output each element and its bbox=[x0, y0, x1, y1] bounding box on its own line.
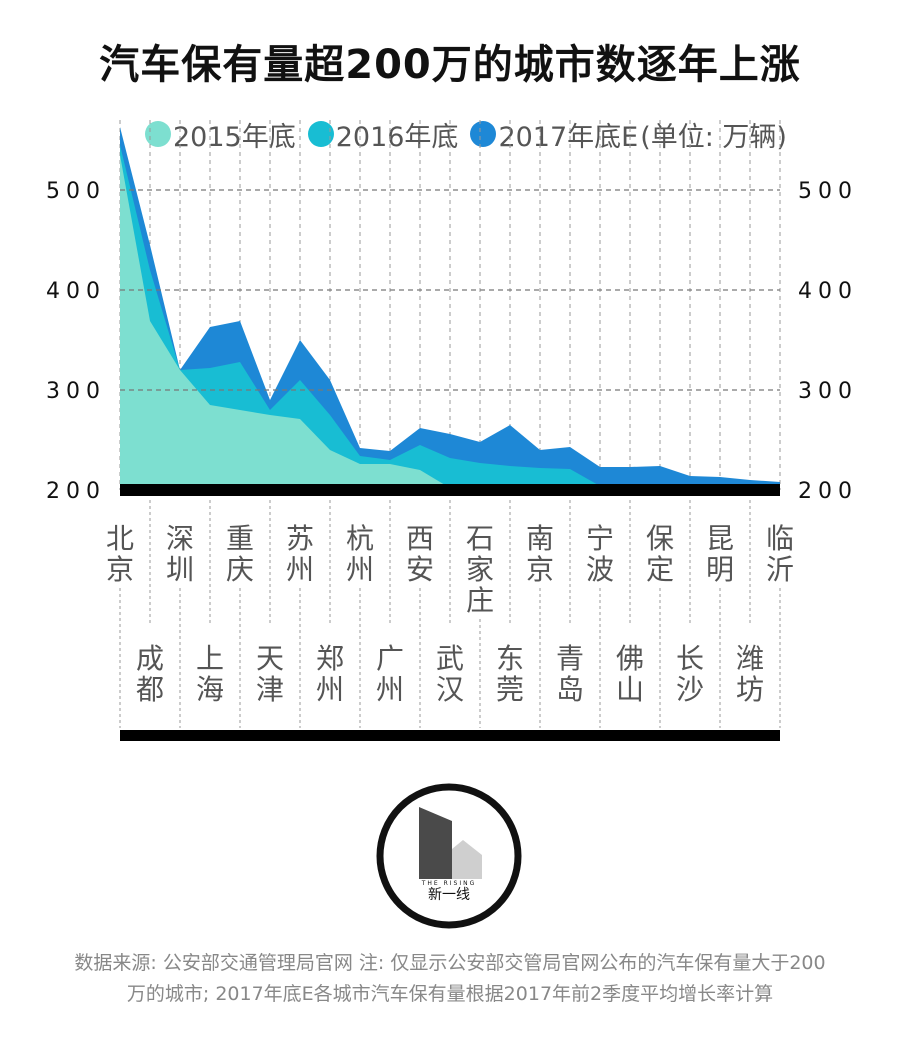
logo-text: 新一线 bbox=[428, 887, 470, 903]
category-label: 佛山 bbox=[616, 642, 644, 706]
area-2015 bbox=[120, 155, 780, 490]
category-label: 青岛 bbox=[556, 642, 584, 706]
legend: 2015年底 2016年底 2017年底E (单位: 万辆) bbox=[145, 114, 787, 154]
legend-item-2015: 2015年底 bbox=[145, 115, 296, 154]
logo-emblem-icon bbox=[376, 783, 522, 929]
category-label: 西安 bbox=[406, 522, 434, 586]
y-tick-label-left: 200 bbox=[46, 479, 106, 504]
legend-item-2016: 2016年底 bbox=[307, 115, 459, 154]
footnote-line-1: 数据来源: 公安部交通管理局官网 注: 仅显示公安部交管局官网公布的汽车保有量大… bbox=[74, 952, 826, 974]
logo-small-text: THE RISING bbox=[421, 880, 477, 887]
area-chart: 200 200 300 300 400 400 500 500 北京成都深圳上海重庆天津苏州郑州… bbox=[46, 120, 858, 741]
category-label: 南京 bbox=[526, 522, 554, 586]
category-label: 武汉 bbox=[436, 642, 464, 706]
chart-title: 汽车保有量超200万的城市数逐年上涨 bbox=[99, 42, 801, 88]
category-label: 潍坊 bbox=[736, 642, 764, 706]
category-label: 上海 bbox=[196, 642, 224, 706]
bottom-bar bbox=[120, 730, 780, 741]
brand-logo: THE RISING 新一线 bbox=[376, 783, 522, 929]
category-label: 长沙 bbox=[676, 642, 704, 706]
y-tick-label-right: 400 bbox=[798, 279, 858, 304]
category-label: 深圳 bbox=[166, 522, 194, 586]
legend-swatch-2015 bbox=[145, 121, 171, 147]
category-label: 杭州 bbox=[346, 522, 374, 586]
category-label: 石家庄 bbox=[466, 522, 494, 617]
footnote: 数据来源: 公安部交通管理局官网 注: 仅显示公安部交管局官网公布的汽车保有量大… bbox=[30, 948, 870, 1010]
category-label: 临沂 bbox=[766, 522, 794, 586]
category-label: 郑州 bbox=[316, 642, 344, 706]
y-tick-label-left: 500 bbox=[46, 179, 106, 204]
category-label: 广州 bbox=[376, 642, 404, 706]
category-label: 成都 bbox=[136, 642, 164, 706]
category-label: 昆明 bbox=[706, 522, 734, 586]
legend-swatch-2017 bbox=[470, 121, 497, 147]
y-tick-label-right: 500 bbox=[798, 179, 858, 204]
legend-item-2017: 2017年底E (单位: 万辆) bbox=[470, 115, 787, 154]
category-label: 苏州 bbox=[286, 522, 314, 586]
y-tick-label-right: 300 bbox=[798, 379, 858, 404]
category-label: 北京 bbox=[106, 522, 134, 586]
category-label: 东莞 bbox=[496, 642, 524, 706]
y-tick-label-left: 400 bbox=[46, 279, 106, 304]
y-tick-label-left: 300 bbox=[46, 379, 106, 404]
footnote-line-2: 万的城市; 2017年底E各城市汽车保有量根据2017年前2季度平均增长率计算 bbox=[126, 983, 774, 1005]
legend-swatch-2016 bbox=[307, 121, 334, 147]
category-label: 重庆 bbox=[226, 522, 254, 586]
y-tick-label-right: 200 bbox=[798, 479, 858, 504]
category-label: 天津 bbox=[256, 642, 284, 706]
category-label: 宁波 bbox=[586, 522, 614, 586]
legend-label-2017: 2017年底E bbox=[498, 121, 639, 153]
legend-label-2015: 2015年底 bbox=[173, 121, 296, 153]
category-label: 保定 bbox=[646, 522, 674, 586]
unit-label: (单位: 万辆) bbox=[640, 121, 787, 153]
baseline-bar bbox=[120, 484, 780, 496]
legend-label-2016: 2016年底 bbox=[335, 121, 459, 153]
area-2016 bbox=[120, 145, 780, 490]
